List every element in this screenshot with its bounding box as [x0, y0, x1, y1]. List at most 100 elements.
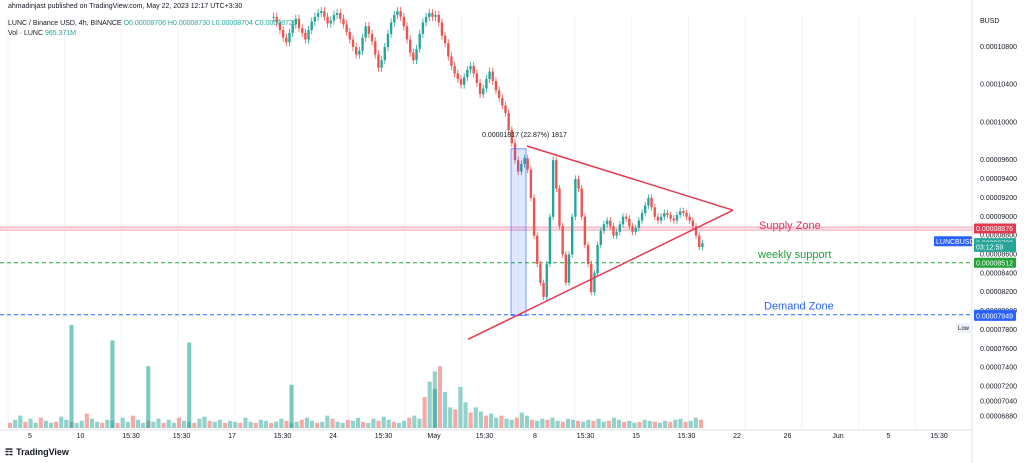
candle-body: [326, 16, 329, 24]
candle-body: [675, 214, 679, 221]
candle-body: [329, 20, 332, 24]
candle-body: [313, 16, 317, 22]
candle-body: [386, 33, 390, 48]
y-tick-label: 0.00008800: [980, 233, 1017, 240]
volume-bar: [207, 420, 212, 428]
candle-body: [567, 254, 571, 283]
volume-bar: [453, 409, 458, 428]
volume-spike: [432, 388, 437, 428]
candle-body: [599, 230, 602, 246]
y-tick-label: 0.00007400: [980, 365, 1017, 372]
volume-bar: [28, 418, 33, 428]
candle-body: [370, 33, 374, 42]
volume-bar: [437, 366, 442, 428]
candle-body: [640, 212, 644, 221]
volume-bar: [570, 419, 576, 428]
volume-spike: [187, 342, 192, 428]
supply-zone-band: [0, 226, 973, 231]
volume-bar: [361, 421, 366, 428]
candle-body: [278, 22, 282, 31]
y-tick-label: 0.00008600: [980, 251, 1017, 258]
candle-body: [561, 226, 564, 255]
volume-bar: [693, 417, 698, 428]
candle-body: [472, 65, 475, 74]
candle-body: [551, 160, 555, 217]
x-tick-label: 17: [228, 433, 236, 440]
volume-bar: [396, 422, 402, 428]
volume-bar: [540, 418, 545, 428]
volume-bar: [79, 420, 84, 428]
volume-bar: [688, 420, 693, 428]
tradingview-brand: TradingView: [16, 447, 69, 457]
volume-bar: [253, 422, 258, 428]
x-tick-label: 15:30: [476, 433, 494, 440]
candle-body: [418, 33, 421, 49]
volume-bar: [345, 419, 350, 428]
candle-body: [389, 22, 393, 34]
candle-body: [685, 212, 688, 217]
candle-body: [396, 11, 399, 15]
x-tick-label: 8: [533, 433, 537, 440]
volume-bar: [524, 415, 529, 428]
volume-bar: [23, 421, 28, 428]
candle-body: [634, 228, 637, 232]
volume-bar: [576, 420, 581, 428]
volume-bar: [238, 422, 243, 428]
volume-bar: [340, 422, 345, 428]
candle-body: [408, 39, 412, 53]
x-tick-label: May: [427, 433, 441, 440]
candle-body: [367, 26, 371, 34]
candle-body: [497, 90, 501, 98]
x-tick-label: 15:30: [577, 433, 595, 440]
volume-bar: [683, 421, 688, 428]
candle-body: [618, 224, 622, 232]
volume-bar: [632, 422, 637, 428]
volume-bar: [412, 415, 417, 428]
y-tick-label: 0.00006880: [980, 414, 1017, 421]
y-tick-label: 0.00007200: [980, 384, 1017, 391]
volume-bar: [617, 419, 622, 428]
volume-bar: [38, 417, 43, 428]
volume-bar: [586, 419, 591, 428]
low-label: Low: [958, 326, 970, 332]
candle-body: [545, 263, 548, 297]
candle-body: [402, 16, 406, 27]
candle-body: [434, 14, 437, 17]
x-tick-label: 15:30: [375, 433, 393, 440]
volume-bar: [391, 421, 396, 428]
price-label-bg: [974, 241, 1016, 252]
volume-bar: [611, 417, 616, 428]
candle-body: [656, 216, 660, 221]
candle-body: [659, 216, 663, 221]
candle-body: [577, 179, 580, 189]
symbol-name: LUNC / Binance USD, 4h, BINANCE: [8, 20, 122, 27]
volume-bar: [43, 420, 48, 428]
candle-body: [523, 158, 526, 164]
volume-bar: [115, 422, 120, 428]
y-tick-label: 0.00008400: [980, 270, 1017, 277]
volume-bar: [192, 422, 197, 428]
candle-body: [583, 216, 587, 246]
candle-body: [297, 18, 301, 29]
price-label-bg: [974, 310, 1016, 321]
currency-label: BUSD: [980, 18, 999, 25]
candle-body: [339, 13, 342, 19]
candle-body: [694, 226, 698, 236]
price-label-text: 0.00008512: [976, 260, 1013, 267]
tradingview-logo: ☶ TradingView: [5, 447, 69, 458]
x-tick-label: 15:30: [122, 433, 140, 440]
volume-bar: [591, 420, 596, 428]
candle-body: [494, 80, 498, 91]
candle-body: [307, 30, 310, 40]
volume-bar: [499, 415, 504, 428]
candle-body: [558, 188, 561, 227]
publish-note: ahmadinjast published on TradingView.com…: [8, 3, 243, 10]
volume-bar: [427, 381, 432, 428]
volume-bar: [269, 422, 274, 428]
volume-bar: [422, 397, 427, 428]
candle-body: [488, 71, 491, 80]
candle-body: [574, 179, 577, 217]
y-tick-label: 0.00009000: [980, 214, 1017, 221]
candle-body: [570, 216, 574, 255]
